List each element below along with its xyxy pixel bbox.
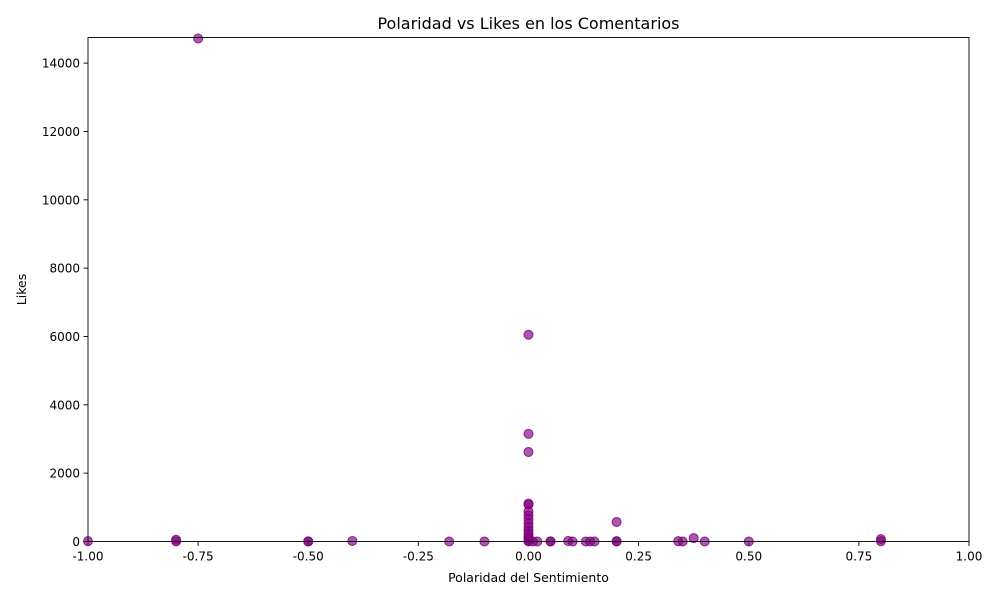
y-tick-label: 12000 xyxy=(42,125,80,139)
data-point xyxy=(193,33,204,44)
x-axis-label: Polaridad del Sentimiento xyxy=(448,570,609,585)
y-tick-label: 14000 xyxy=(42,57,80,71)
x-tick-label: -1.00 xyxy=(72,550,103,564)
y-tick-label: 6000 xyxy=(49,330,80,344)
x-tick-label: 0.25 xyxy=(625,550,652,564)
x-tick-label: 0.75 xyxy=(846,550,873,564)
y-axis-label: Likes xyxy=(14,274,29,305)
plot-area-frame xyxy=(87,37,970,542)
x-tick-label: 0.50 xyxy=(735,550,762,564)
x-tick-label: 1.00 xyxy=(956,550,983,564)
x-tick-label: -0.50 xyxy=(293,550,324,564)
y-tick-label: 4000 xyxy=(49,398,80,412)
x-tick-label: -0.25 xyxy=(403,550,434,564)
y-tick-label: 0 xyxy=(72,535,80,549)
axis-ticks: -1.00 -0.75 -0.50 -0.25 0.00 0.25 0.50 0.75 1.00… xyxy=(42,57,983,564)
data-point xyxy=(611,517,622,528)
chart-title: Polaridad vs Likes en los Comentarios xyxy=(377,14,679,33)
data-point xyxy=(523,446,534,457)
data-point xyxy=(347,535,358,546)
data-point xyxy=(688,533,699,544)
data-point xyxy=(523,428,534,439)
y-tick-label: 10000 xyxy=(42,193,80,207)
x-tick-label: 0.00 xyxy=(515,550,542,564)
y-tick-label: 8000 xyxy=(49,262,80,276)
x-tick-label: -0.75 xyxy=(183,550,214,564)
y-tick-label: 2000 xyxy=(49,467,80,481)
data-point xyxy=(523,329,534,340)
